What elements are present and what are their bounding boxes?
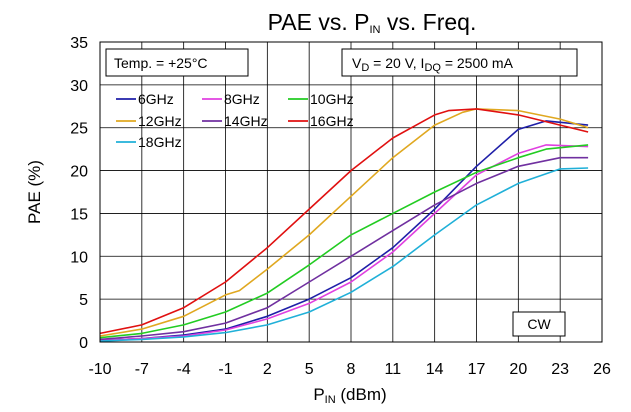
y-tick-label: 35 <box>70 35 88 52</box>
y-axis-label: PAE (%) <box>25 160 44 224</box>
xlabel-rest: (dBm) <box>336 385 387 404</box>
xlabel-main: P <box>313 385 324 404</box>
series-line-16GHz <box>99 108 589 335</box>
x-tick-label: 17 <box>468 361 486 378</box>
temp-box <box>105 48 249 77</box>
series-line-6GHz <box>99 120 589 342</box>
y-tick-labels: 0 5 10 15 20 25 30 35 <box>70 35 88 352</box>
chart-title: PAE vs. PIN vs. Freq. <box>268 9 477 36</box>
series-line-18GHz <box>99 167 589 342</box>
series-lines <box>99 108 589 342</box>
bias-s1: D <box>361 62 369 74</box>
title-sub: IN <box>369 24 380 36</box>
series-line-10GHz <box>99 144 589 339</box>
y-tick-label: 25 <box>70 121 88 138</box>
bias-p1: V <box>352 55 362 71</box>
temp-annotation: Temp. = +25°C <box>114 55 208 71</box>
bias-p2: = 20 V, I <box>369 55 424 71</box>
y-tick-label: 15 <box>70 206 88 223</box>
x-tick-label: 20 <box>509 361 527 378</box>
x-tick-label: 5 <box>305 361 314 378</box>
x-tick-label: 8 <box>347 361 356 378</box>
legend-label-8GHz: 8GHz <box>224 91 260 107</box>
bias-box <box>341 48 578 77</box>
x-tick-label: 23 <box>551 361 569 378</box>
bias-annotation: VD = 20 V, IDQ = 2500 mA <box>352 55 514 74</box>
bias-p3: = 2500 mA <box>441 55 514 71</box>
x-tick-label: 26 <box>593 361 611 378</box>
series-line-8GHz <box>99 144 589 342</box>
y-tick-label: 10 <box>70 249 88 266</box>
mode-annotation: CW <box>527 316 551 332</box>
legend-label-16GHz: 16GHz <box>310 113 354 129</box>
y-tick-label: 30 <box>70 78 88 95</box>
series-line-12GHz <box>99 108 589 337</box>
y-tick-label: 20 <box>70 164 88 181</box>
series-line-14GHz <box>99 156 589 341</box>
legend-label-10GHz: 10GHz <box>310 91 354 107</box>
legend: 6GHz 8GHz 10GHz 12GHz 14GHz 16GHz 18GHz <box>116 91 354 150</box>
title-rest: vs. Freq. <box>380 9 476 35</box>
x-tick-label: -4 <box>177 361 191 378</box>
x-tick-label: 11 <box>385 361 402 378</box>
xlabel-sub: IN <box>325 394 336 406</box>
x-tick-labels: -10 -7 -4 -1 2 5 8 11 14 17 20 23 26 <box>88 361 611 378</box>
y-tick-label: 0 <box>79 335 88 352</box>
x-tick-label: -10 <box>88 361 111 378</box>
title-main: PAE vs. P <box>268 9 370 35</box>
legend-label-14GHz: 14GHz <box>224 113 268 129</box>
legend-label-18GHz: 18GHz <box>138 134 182 150</box>
y-tick-label: 5 <box>79 292 88 309</box>
mode-box <box>512 311 566 337</box>
x-tick-label: -7 <box>135 361 149 378</box>
x-tick-label: 14 <box>426 361 444 378</box>
plot-frame <box>99 41 603 343</box>
legend-label-12GHz: 12GHz <box>138 113 182 129</box>
x-axis-label: PIN (dBm) <box>313 385 386 406</box>
bias-s2: DQ <box>424 62 441 74</box>
x-tick-label: 2 <box>263 361 272 378</box>
legend-label-6GHz: 6GHz <box>138 91 174 107</box>
x-tick-label: -1 <box>218 361 232 378</box>
